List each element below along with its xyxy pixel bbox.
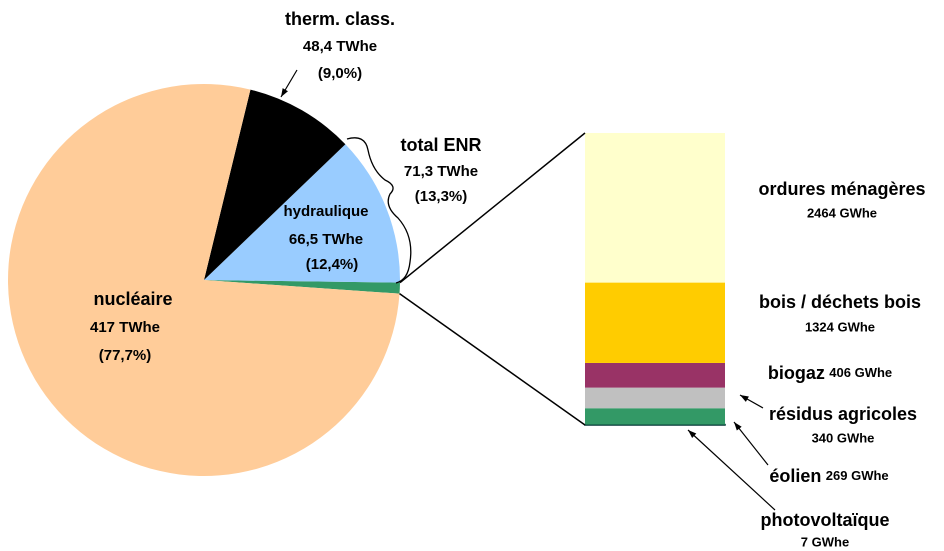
bar-segment [585, 362, 725, 388]
arrow-head [740, 395, 749, 402]
arrow-head [688, 430, 697, 438]
segment-label: bois / déchets bois [759, 292, 921, 312]
slice-value: 417 TWhe [90, 319, 160, 336]
segment-value: 340 GWhe [812, 430, 875, 445]
slice-label: hydraulique [283, 203, 368, 220]
annotation-value: 71,3 TWhe [404, 163, 478, 180]
segment-value: 1324 GWhe [805, 319, 875, 334]
slice-label: therm. class. [285, 9, 395, 29]
bar-segment [585, 408, 725, 425]
pie-slice [204, 280, 400, 294]
segment-name: biogaz [768, 363, 825, 383]
segment-label: résidus agricoles [769, 404, 917, 424]
pie-slice [7, 84, 400, 476]
brace [346, 137, 412, 284]
arrow-head [734, 422, 742, 431]
segment-name: éolien [769, 466, 821, 486]
bar-segment [585, 133, 725, 283]
segment-value: 7 GWhe [801, 534, 849, 549]
annotation-label: total ENR [401, 135, 482, 155]
connector [399, 132, 586, 284]
segment-value: 406 GWhe [829, 365, 892, 380]
segment-value: 2464 GWhe [807, 205, 877, 220]
slice-percent: (12,4%) [306, 256, 359, 273]
slice-value: 66,5 TWhe [289, 231, 363, 248]
arrow-line [733, 421, 769, 466]
arrow-head [281, 88, 288, 97]
pie-slice [204, 144, 400, 283]
connector [399, 293, 586, 426]
segment-label: éolien 269 GWhe [769, 466, 888, 486]
bar-segment [585, 387, 725, 409]
slice-value: 48,4 TWhe [303, 38, 377, 55]
segment-value: 269 GWhe [826, 468, 889, 483]
arrow-line [687, 429, 776, 511]
pie-slice [204, 89, 346, 280]
annotation-percent: (13,3%) [415, 188, 468, 205]
slice-percent: (9,0%) [318, 65, 362, 82]
segment-label: photovoltaïque [761, 510, 890, 530]
segment-label: biogaz 406 GWhe [768, 363, 892, 383]
slice-label: nucléaire [93, 289, 172, 309]
bar-segment [585, 282, 725, 363]
slice-percent: (77,7%) [99, 347, 152, 364]
segment-label: ordures ménagères [758, 179, 925, 199]
